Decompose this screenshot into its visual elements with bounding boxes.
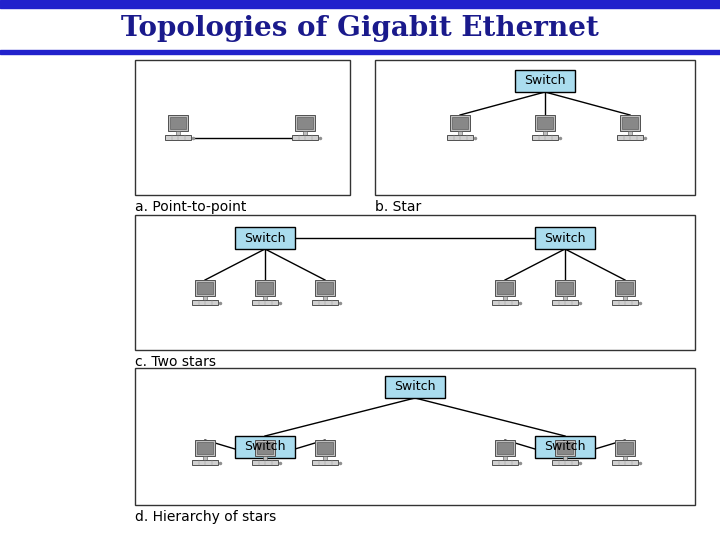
Bar	[312, 460, 338, 465]
Bar	[315, 440, 335, 456]
Bar	[617, 282, 633, 294]
Bar	[235, 227, 295, 249]
Bar	[192, 460, 218, 465]
Bar	[257, 442, 273, 454]
Bar	[622, 117, 638, 129]
Bar	[203, 456, 207, 460]
Bar	[617, 442, 633, 454]
Bar	[0, 8, 720, 50]
Bar	[555, 280, 575, 296]
Bar	[135, 368, 695, 505]
Bar	[135, 60, 350, 195]
Bar	[257, 282, 273, 294]
Bar	[532, 135, 558, 140]
Bar	[452, 117, 468, 129]
Bar	[503, 296, 507, 300]
Text: Switch: Switch	[395, 381, 436, 394]
Bar	[492, 460, 518, 465]
Bar	[263, 456, 267, 460]
Bar	[295, 115, 315, 131]
Bar	[557, 442, 573, 454]
Bar	[0, 50, 720, 54]
Text: c. Two stars: c. Two stars	[135, 355, 216, 369]
Bar	[495, 280, 515, 296]
Bar	[385, 376, 445, 398]
Text: Switch: Switch	[544, 232, 586, 245]
Bar	[628, 131, 632, 135]
Bar	[495, 440, 515, 456]
Bar	[255, 280, 275, 296]
Bar	[297, 117, 313, 129]
Bar	[497, 442, 513, 454]
Bar	[168, 115, 188, 131]
Bar	[176, 131, 180, 135]
Bar	[312, 300, 338, 305]
Bar	[552, 460, 578, 465]
Bar	[555, 440, 575, 456]
Bar	[543, 131, 547, 135]
Bar	[135, 215, 695, 350]
Text: d. Hierarchy of stars: d. Hierarchy of stars	[135, 510, 276, 524]
Bar	[623, 296, 627, 300]
Bar	[303, 131, 307, 135]
Bar	[535, 115, 555, 131]
Bar	[317, 442, 333, 454]
Bar	[615, 440, 635, 456]
Bar	[0, 0, 720, 8]
Bar	[563, 456, 567, 460]
Bar	[620, 115, 640, 131]
Bar	[235, 436, 295, 458]
Bar	[375, 60, 695, 195]
Bar	[615, 280, 635, 296]
Bar	[197, 442, 213, 454]
Bar	[535, 227, 595, 249]
Bar	[170, 117, 186, 129]
Bar	[315, 280, 335, 296]
Text: b. Star: b. Star	[375, 200, 421, 214]
Text: Switch: Switch	[524, 75, 566, 87]
Text: a. Point-to-point: a. Point-to-point	[135, 200, 246, 214]
Bar	[535, 436, 595, 458]
Bar	[252, 300, 278, 305]
Bar	[165, 135, 191, 140]
Bar	[458, 131, 462, 135]
Bar	[197, 282, 213, 294]
Bar	[497, 282, 513, 294]
Bar	[557, 282, 573, 294]
Bar	[537, 117, 553, 129]
Text: Topologies of Gigabit Ethernet: Topologies of Gigabit Ethernet	[121, 16, 599, 43]
Bar	[292, 135, 318, 140]
Bar	[195, 440, 215, 456]
Bar	[252, 460, 278, 465]
Bar	[323, 296, 327, 300]
Bar	[192, 300, 218, 305]
Bar	[450, 115, 470, 131]
Bar	[623, 456, 627, 460]
Bar	[563, 296, 567, 300]
Bar	[195, 280, 215, 296]
Text: Switch: Switch	[544, 441, 586, 454]
Bar	[203, 296, 207, 300]
Bar	[552, 300, 578, 305]
Bar	[503, 456, 507, 460]
Bar	[492, 300, 518, 305]
Bar	[323, 456, 327, 460]
Bar	[317, 282, 333, 294]
Bar	[515, 70, 575, 92]
Bar	[612, 300, 638, 305]
Bar	[447, 135, 473, 140]
Bar	[612, 460, 638, 465]
Text: Switch: Switch	[244, 232, 286, 245]
Bar	[617, 135, 643, 140]
Text: Switch: Switch	[244, 441, 286, 454]
Bar	[255, 440, 275, 456]
Bar	[263, 296, 267, 300]
